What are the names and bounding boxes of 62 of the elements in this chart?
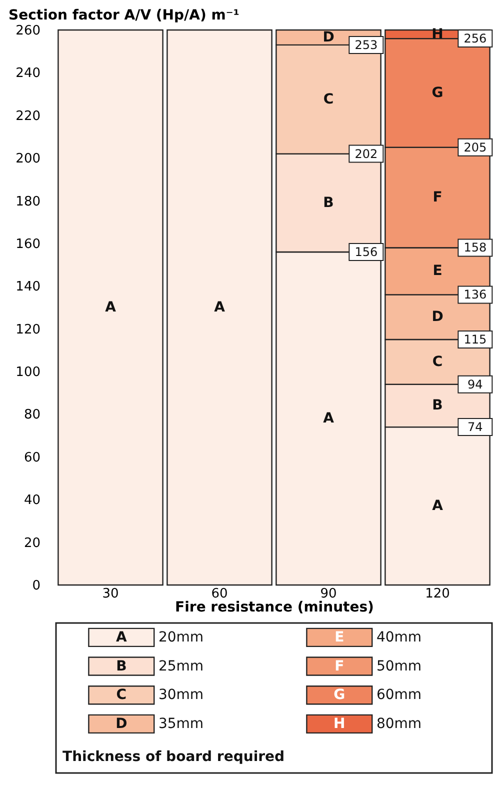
- annotation: 205: [464, 140, 487, 154]
- y-tick-label: 40: [24, 493, 40, 508]
- text: F: [334, 658, 344, 674]
- y-tick-label: 120: [16, 322, 40, 338]
- y-tick-label: 100: [16, 365, 40, 380]
- data-label: G: [432, 84, 444, 101]
- text: E: [334, 629, 344, 646]
- annotation: 256: [464, 32, 487, 46]
- x-tick-label: 60: [211, 586, 228, 602]
- annotation: 156: [354, 245, 378, 259]
- data-label: A: [105, 300, 116, 316]
- x-tick-label: 120: [425, 586, 450, 602]
- y-tick-label: 80: [24, 408, 40, 423]
- y-tick-label: 180: [16, 194, 40, 210]
- legend-label: 80mm: [376, 716, 422, 732]
- legend-label: 25mm: [158, 658, 204, 674]
- x-axis-title: Fire resistance (minutes): [175, 600, 374, 616]
- data-label: B: [432, 398, 443, 414]
- text: A: [116, 629, 127, 646]
- annotation: 136: [464, 288, 487, 302]
- annotation: 158: [464, 240, 487, 255]
- x-tick-label: 30: [102, 586, 119, 602]
- text: C: [116, 687, 127, 704]
- legend-label: 30mm: [158, 687, 204, 704]
- data-label: E: [432, 263, 442, 280]
- data-label: B: [323, 194, 334, 211]
- y-tick-label: 240: [16, 66, 40, 82]
- legend-label: 20mm: [158, 629, 204, 646]
- annotation: 74: [468, 420, 483, 434]
- bar: [58, 29, 164, 586]
- annotation: 94: [468, 377, 483, 392]
- y-tick-label: 140: [16, 280, 40, 295]
- legend-label: 50mm: [376, 658, 422, 674]
- data-label: D: [322, 29, 334, 46]
- y-tick-label: 0: [32, 578, 40, 594]
- annotation: 253: [354, 38, 378, 52]
- text: B: [116, 658, 127, 674]
- y-tick-label: 160: [16, 236, 40, 252]
- annotation: 202: [354, 146, 378, 161]
- data-label: D: [432, 309, 444, 326]
- data-label: A: [323, 410, 334, 426]
- legend-label: 40mm: [376, 629, 422, 646]
- y-axis-title: Section factor A/V (Hp/A) m⁻¹: [8, 8, 240, 24]
- text: H: [334, 716, 346, 732]
- x-tick-label: 90: [320, 586, 337, 602]
- y-tick-label: 260: [16, 24, 40, 38]
- legend-label: 60mm: [376, 687, 422, 704]
- y-tick-label: 20: [24, 536, 40, 551]
- data-label: A: [432, 498, 444, 514]
- annotation: 115: [464, 332, 487, 347]
- data-label: A: [214, 300, 226, 316]
- data-label: C: [323, 91, 334, 108]
- y-tick-label: 220: [16, 108, 40, 124]
- data-label: F: [432, 190, 442, 206]
- y-tick-label: 60: [24, 450, 40, 466]
- legend-title: Thickness of board required: [62, 749, 285, 766]
- text: G: [334, 687, 346, 704]
- bar: [166, 29, 272, 586]
- text: D: [116, 716, 128, 732]
- legend-label: 35mm: [158, 716, 204, 732]
- data-label: C: [432, 354, 443, 370]
- y-tick-label: 200: [16, 152, 40, 167]
